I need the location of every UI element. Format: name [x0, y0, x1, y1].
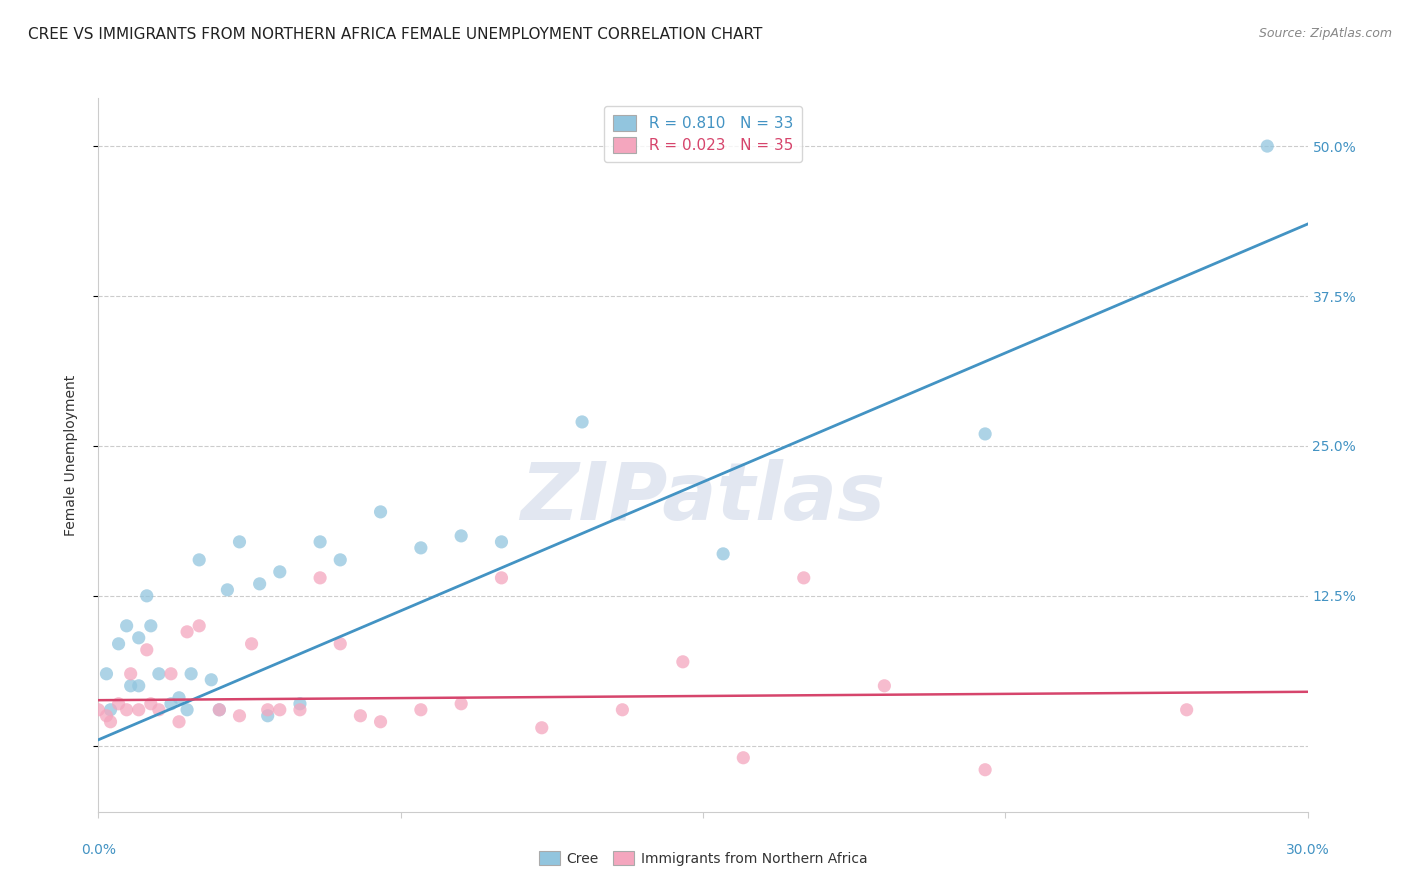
Point — [208, 703, 231, 717]
Point — [349, 708, 371, 723]
Text: 0.0%: 0.0% — [82, 843, 115, 857]
Point — [672, 655, 695, 669]
Point — [128, 679, 150, 693]
Point — [160, 666, 183, 681]
Point — [176, 703, 198, 717]
Point — [370, 714, 392, 729]
Point — [450, 529, 472, 543]
Point — [167, 690, 190, 705]
Point — [200, 673, 222, 687]
Point — [87, 703, 110, 717]
Point — [120, 679, 142, 693]
Point — [288, 703, 311, 717]
Point — [1175, 703, 1198, 717]
Point — [228, 534, 250, 549]
Point — [1256, 139, 1278, 153]
Point — [128, 631, 150, 645]
Point — [139, 619, 162, 633]
Point — [249, 577, 271, 591]
Point — [733, 750, 755, 764]
Point — [128, 703, 150, 717]
Point — [240, 637, 263, 651]
Point — [329, 553, 352, 567]
Point — [873, 679, 896, 693]
Point — [491, 534, 513, 549]
Point — [115, 703, 138, 717]
Point — [100, 703, 122, 717]
Point — [269, 703, 291, 717]
Point — [176, 624, 198, 639]
Point — [115, 619, 138, 633]
Point — [160, 697, 183, 711]
Point — [793, 571, 815, 585]
Point — [120, 666, 142, 681]
Point — [450, 697, 472, 711]
Point — [370, 505, 392, 519]
Point — [269, 565, 291, 579]
Point — [135, 589, 157, 603]
Text: CREE VS IMMIGRANTS FROM NORTHERN AFRICA FEMALE UNEMPLOYMENT CORRELATION CHART: CREE VS IMMIGRANTS FROM NORTHERN AFRICA … — [28, 27, 762, 42]
Point — [329, 637, 352, 651]
Point — [96, 708, 118, 723]
Point — [96, 666, 118, 681]
Legend: Cree, Immigrants from Northern Africa: Cree, Immigrants from Northern Africa — [531, 844, 875, 872]
Point — [107, 637, 129, 651]
Text: 30.0%: 30.0% — [1285, 843, 1330, 857]
Point — [491, 571, 513, 585]
Point — [309, 571, 332, 585]
Point — [217, 582, 239, 597]
Point — [228, 708, 250, 723]
Point — [148, 703, 170, 717]
Point — [148, 666, 170, 681]
Point — [974, 763, 997, 777]
Point — [167, 714, 190, 729]
Point — [135, 642, 157, 657]
Point — [107, 697, 129, 711]
Point — [974, 426, 997, 441]
Point — [188, 619, 211, 633]
Point — [180, 666, 202, 681]
Y-axis label: Female Unemployment: Female Unemployment — [63, 375, 77, 535]
Point — [256, 703, 278, 717]
Point — [711, 547, 734, 561]
Point — [409, 703, 432, 717]
Point — [612, 703, 634, 717]
Point — [530, 721, 553, 735]
Point — [288, 697, 311, 711]
Point — [409, 541, 432, 555]
Point — [208, 703, 231, 717]
Point — [100, 714, 122, 729]
Point — [256, 708, 278, 723]
Point — [309, 534, 332, 549]
Point — [188, 553, 211, 567]
Text: Source: ZipAtlas.com: Source: ZipAtlas.com — [1258, 27, 1392, 40]
Point — [139, 697, 162, 711]
Point — [571, 415, 593, 429]
Text: ZIPatlas: ZIPatlas — [520, 458, 886, 537]
